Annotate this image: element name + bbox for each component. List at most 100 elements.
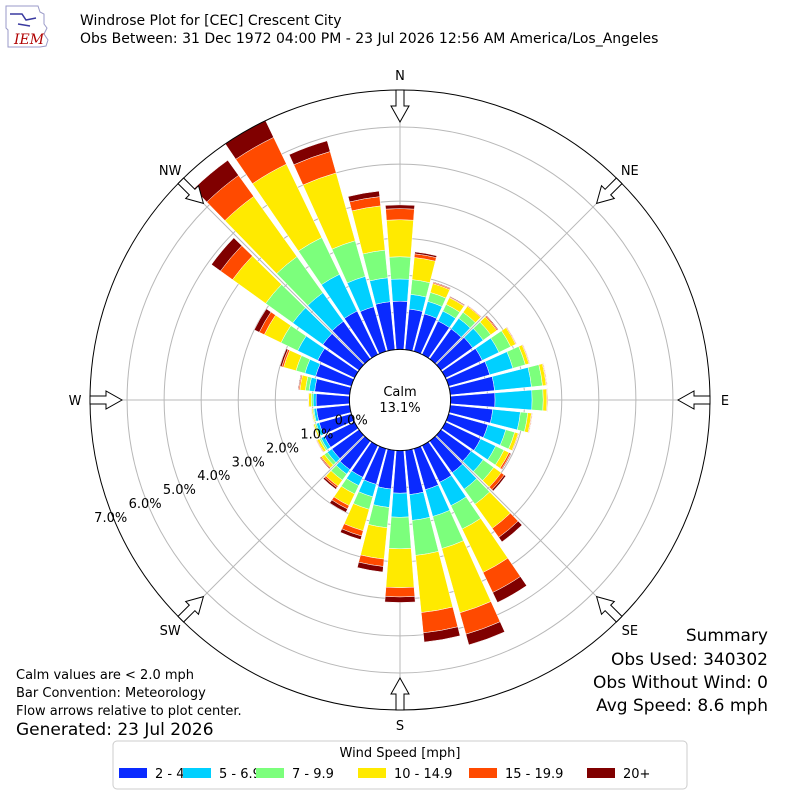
flow-arrow-w bbox=[89, 390, 124, 410]
wind-bar-segment bbox=[367, 504, 390, 529]
legend-swatch bbox=[469, 768, 497, 778]
wind-bar-segment bbox=[362, 249, 389, 282]
wind-bar-segment bbox=[498, 520, 523, 543]
ring-label: 0.0% bbox=[335, 414, 368, 429]
wind-bar-segment bbox=[531, 388, 544, 412]
ring-labels: 0.0%1.0%2.0%3.0%4.0%5.0%6.0%7.0% bbox=[94, 414, 368, 526]
legend-label: 7 - 9.9 bbox=[292, 767, 334, 782]
wind-bar-segment bbox=[312, 424, 319, 438]
grid-spoke bbox=[180, 180, 365, 365]
flow-arrow-sw bbox=[177, 595, 205, 623]
wind-bar-segment bbox=[512, 433, 520, 452]
direction-label-e: E bbox=[721, 394, 729, 409]
wind-bar-segment bbox=[339, 528, 363, 540]
legend-label: 10 - 14.9 bbox=[394, 767, 452, 782]
legend-label: 5 - 6.9 bbox=[219, 767, 261, 782]
logo-text: IEM bbox=[13, 32, 45, 48]
wind-bar-segment bbox=[288, 140, 331, 166]
wind-bar-segment bbox=[547, 388, 549, 412]
wind-bar-segment bbox=[386, 219, 414, 258]
wind-bar-segment bbox=[450, 392, 496, 408]
legend-items: 2 - 4.9 5 - 6.9 7 - 9.9 10 - 14.9 15 - 19.9 2… bbox=[119, 767, 650, 782]
wind-bar-segment bbox=[465, 621, 506, 646]
wind-bar-segment bbox=[322, 476, 338, 490]
calm-label: Calm bbox=[383, 385, 416, 400]
wind-bar-segment bbox=[279, 348, 289, 368]
wind-bar-segment bbox=[315, 393, 350, 407]
ring-label: 5.0% bbox=[163, 483, 196, 498]
wind-bar-segment bbox=[360, 524, 388, 560]
calm-note: Calm values are < 2.0 mph bbox=[16, 668, 194, 683]
summary-title: Summary bbox=[686, 626, 768, 646]
wind-bar-segment bbox=[384, 596, 416, 603]
ring-label: 6.0% bbox=[129, 497, 162, 512]
direction-label-s: S bbox=[396, 719, 404, 734]
iem-logo: IEM bbox=[5, 5, 49, 48]
flow-arrow-s bbox=[390, 676, 410, 711]
direction-label-n: N bbox=[395, 69, 405, 84]
generated-date: Generated: 23 Jul 2026 bbox=[16, 720, 214, 740]
direction-label-sw: SW bbox=[160, 624, 181, 639]
wind-bar-segment bbox=[542, 363, 548, 386]
ring-label: 2.0% bbox=[266, 442, 299, 457]
wind-bar-segment bbox=[388, 256, 412, 280]
wind-bar-segment bbox=[347, 190, 380, 203]
wind-bar-segment bbox=[528, 412, 533, 434]
chart-title: Windrose Plot for [CEC] Crescent City bbox=[80, 13, 342, 29]
wind-bar-segment bbox=[308, 392, 312, 408]
wind-bar-segment bbox=[390, 492, 410, 518]
wind-bar-segment bbox=[385, 204, 415, 210]
wind-bar-segment bbox=[310, 408, 314, 423]
wind-bar-segment bbox=[422, 626, 461, 643]
legend-swatch bbox=[587, 768, 615, 778]
wind-bar-segment bbox=[491, 474, 507, 492]
wind-bar-segment bbox=[522, 344, 531, 364]
wind-bar-segment bbox=[542, 388, 548, 412]
wind-bars bbox=[193, 120, 549, 646]
summary-obs-used: Obs Used: 340302 bbox=[611, 650, 768, 670]
wind-bar-segment bbox=[449, 295, 466, 306]
wind-bar-segment bbox=[385, 548, 415, 588]
wind-bar-segment bbox=[385, 208, 415, 221]
wind-bar-segment bbox=[485, 315, 499, 331]
flow-arrow-nw bbox=[177, 177, 205, 205]
wind-bar-segment bbox=[307, 392, 309, 408]
wind-bar-segment bbox=[211, 237, 243, 272]
wind-bar-segment bbox=[392, 300, 408, 350]
legend-swatch bbox=[358, 768, 386, 778]
direction-label-w: W bbox=[69, 394, 82, 409]
wind-bar-segment bbox=[319, 456, 331, 470]
legend-swatch bbox=[256, 768, 284, 778]
flow-arrow-n bbox=[390, 89, 410, 124]
ring-label: 1.0% bbox=[300, 428, 333, 443]
wind-bar-segment bbox=[384, 586, 416, 598]
wind-bar-segment bbox=[193, 159, 239, 203]
wind-bar-segment bbox=[467, 304, 482, 318]
wind-bar-segment bbox=[356, 561, 384, 573]
summary-obs-without-wind: Obs Without Wind: 0 bbox=[593, 673, 768, 693]
legend-swatch bbox=[119, 768, 147, 778]
wind-bar-segment bbox=[369, 277, 391, 305]
grid-spoke bbox=[180, 435, 365, 620]
wind-bar-segment bbox=[388, 516, 412, 550]
wind-bar-segment bbox=[432, 281, 451, 290]
direction-label-se: SE bbox=[622, 624, 638, 639]
wind-bar-segment bbox=[390, 278, 410, 302]
flow-note: Flow arrows relative to plot center. bbox=[16, 704, 242, 719]
wind-bar-segment bbox=[297, 374, 302, 391]
wind-bar-segment bbox=[315, 439, 324, 453]
flow-arrows bbox=[89, 89, 711, 711]
chart-subtitle: Obs Between: 31 Dec 1972 04:00 PM - 23 J… bbox=[80, 31, 658, 47]
legend-title: Wind Speed [mph] bbox=[340, 746, 461, 761]
direction-label-nw: NW bbox=[159, 164, 182, 179]
wind-bar-segment bbox=[414, 251, 438, 258]
ring-label: 4.0% bbox=[197, 469, 230, 484]
wind-bar-segment bbox=[501, 452, 512, 470]
grid-spoke bbox=[435, 435, 620, 620]
flow-arrow-se bbox=[595, 595, 623, 623]
legend-swatch bbox=[183, 768, 211, 778]
wind-bar-segment bbox=[392, 450, 408, 494]
flow-arrow-e bbox=[676, 390, 711, 410]
flow-arrow-ne bbox=[595, 177, 623, 205]
wind-bar-segment bbox=[506, 326, 518, 345]
